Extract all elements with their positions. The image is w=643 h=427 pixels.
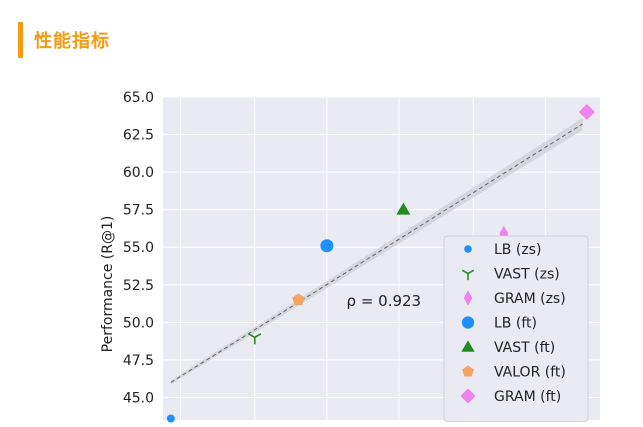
y-tick-labels: 45.0 47.5 50.0 52.5 55.0 57.5 60.0 62.5 65.0: [123, 90, 154, 406]
section-title: 性能指标: [34, 31, 110, 52]
y-tick-label: 60.0: [123, 165, 154, 181]
point-vast-zs-stroke: [248, 333, 256, 339]
legend-marker-gram-zs: [463, 290, 473, 306]
legend-marker-lb-zs: [464, 245, 472, 253]
data-points: [166, 104, 595, 423]
legend-box: [443, 235, 589, 422]
legend-marker-vast-zs-stroke: [467, 269, 475, 275]
point-lb-ft: [320, 239, 334, 253]
legend-marker-lb-ft: [461, 316, 475, 329]
legend-marker-valor-ft: [462, 365, 474, 377]
y-tick-label: 47.5: [123, 353, 154, 369]
legend-marker-vast-zs-stroke: [461, 269, 469, 275]
point-valor-ft: [292, 293, 305, 306]
y-tick-label: 65.0: [123, 90, 154, 106]
point-lb-zs: [166, 414, 175, 423]
y-axis-title: Performance (R@1): [100, 216, 116, 353]
point-vast-zs-stroke: [254, 333, 262, 339]
legend-marker-vast-zs: [461, 269, 475, 281]
legend-label-vast-zs: VAST (zs): [494, 267, 560, 283]
y-tick-label: 45.0: [123, 390, 154, 406]
legend-label-lb-zs: LB (zs): [494, 242, 541, 258]
section-accent-bar: [18, 22, 23, 58]
legend-marker-vast-ft: [461, 340, 475, 352]
y-tick-label: 57.5: [123, 203, 154, 219]
legend-label-vast-ft: VAST (ft): [494, 340, 555, 356]
y-tick-label: 55.0: [123, 240, 154, 256]
y-tick-label: 50.0: [123, 315, 154, 331]
legend-label-gram-zs: GRAM (zs): [494, 291, 566, 307]
trend-line-group: [170, 118, 583, 385]
point-vast-ft: [396, 202, 411, 215]
y-tick-label: 52.5: [123, 278, 154, 294]
point-vast-zs: [248, 333, 262, 345]
point-gram-ft: [578, 104, 595, 121]
legend-marker-gram-ft: [460, 388, 476, 404]
correlation-annotation: ρ = 0.923: [347, 292, 422, 310]
legend-label-lb-ft: LB (ft): [494, 316, 537, 332]
grid-lines: [163, 96, 600, 420]
chart-legend: LB (zs) VAST (zs) GRAM (zs) LB (ft) VAST (ft…: [443, 235, 589, 422]
legend-label-valor-ft: VALOR (ft): [494, 365, 566, 381]
y-tick-label: 62.5: [123, 128, 154, 144]
section-header: 性能指标: [18, 22, 110, 58]
legend-label-gram-ft: GRAM (ft): [494, 389, 561, 405]
